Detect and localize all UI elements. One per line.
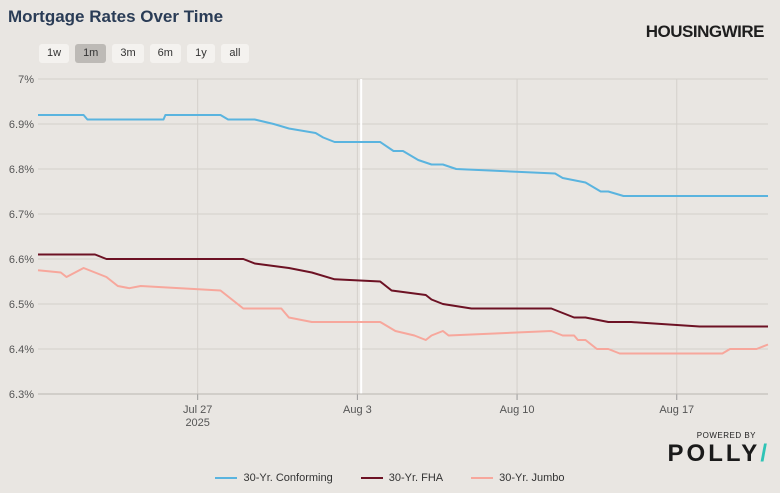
y-tick-label: 6.8% [9, 164, 34, 176]
legend-swatch-conforming [215, 477, 238, 479]
chart-legend: 30-Yr. Conforming 30-Yr. FHA 30-Yr. Jumb… [0, 472, 780, 484]
x-tick-sublabel: 2025 [185, 417, 209, 429]
line-chart[interactable]: 7% 6.9% 6.8% 6.7% 6.6% 6.5% 6.4% 6.3% Jul 272025… [0, 60, 780, 440]
x-tick-label: Aug 3 [343, 404, 372, 416]
polly-logo-text: POLLY [667, 440, 761, 467]
legend-item-jumbo[interactable]: 30-Yr. Jumbo [471, 472, 565, 484]
y-tick-label: 6.5% [9, 299, 34, 311]
y-tick-label: 6.3% [9, 389, 34, 401]
polly-logo: POLLY/ [650, 440, 770, 468]
range-button-all[interactable]: all [220, 44, 249, 63]
powered-by-label: POWERED BY [696, 431, 756, 440]
x-tick-label: Aug 17 [659, 404, 694, 416]
range-button-6m[interactable]: 6m [149, 44, 181, 63]
legend-swatch-jumbo [471, 477, 494, 479]
polly-slash-icon: / [760, 440, 770, 467]
y-tick-label: 6.9% [9, 119, 34, 131]
y-tick-label: 6.7% [9, 209, 34, 221]
range-button-1y[interactable]: 1y [186, 44, 215, 63]
y-tick-label: 6.6% [9, 254, 34, 266]
series-line-jumbo [37, 267, 769, 355]
range-button-1m[interactable]: 1m [75, 44, 107, 63]
legend-label-fha: 30-Yr. FHA [388, 472, 444, 484]
chart-title: Mortgage Rates Over Time [8, 7, 224, 26]
series-line-conforming [38, 114, 768, 197]
range-button-3m[interactable]: 3m [112, 44, 144, 63]
legend-label-conforming: 30-Yr. Conforming [243, 472, 333, 484]
legend-item-conforming[interactable]: 30-Yr. Conforming [215, 472, 333, 484]
y-tick-label: 7% [18, 74, 34, 86]
range-button-1w[interactable]: 1w [39, 44, 70, 63]
series-line-fha [38, 253, 768, 328]
range-selector: 1w 1m 3m 6m 1y all [39, 44, 249, 63]
powered-by-polly: POWERED BY POLLY/ [650, 431, 770, 468]
x-tick-label: Jul 27 [183, 404, 212, 416]
housingwire-logo: HOUSINGWIRE [645, 22, 765, 41]
legend-label-jumbo: 30-Yr. Jumbo [499, 472, 565, 484]
legend-item-fha[interactable]: 30-Yr. FHA [360, 472, 444, 484]
x-tick-label: Aug 10 [500, 404, 535, 416]
legend-swatch-fha [360, 477, 383, 479]
y-tick-label: 6.4% [9, 344, 34, 356]
